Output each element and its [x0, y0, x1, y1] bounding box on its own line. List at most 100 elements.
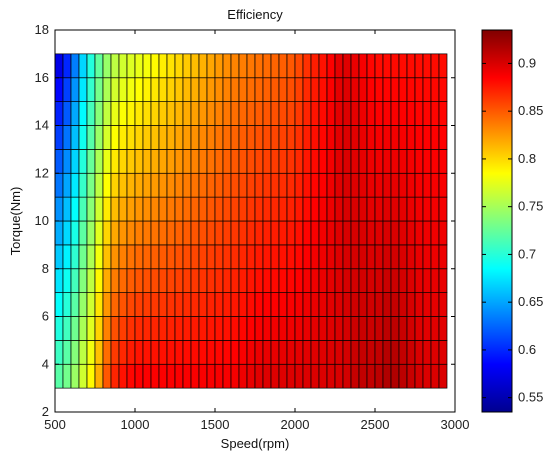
heatmap-cell: [126, 363, 136, 389]
heatmap-cell: [206, 101, 216, 126]
heatmap-cell: [310, 363, 320, 389]
heatmap-cell: [166, 101, 176, 126]
heatmap-cell: [102, 125, 112, 150]
heatmap-cell: [118, 340, 128, 365]
heatmap-cell: [102, 363, 112, 389]
heatmap-cell: [294, 125, 304, 150]
heatmap-cell: [286, 268, 296, 293]
heatmap-cell: [318, 125, 328, 150]
heatmap-cell: [110, 268, 120, 293]
heatmap-cell: [70, 244, 80, 270]
heatmap-cell: [430, 363, 440, 389]
heatmap-cell: [174, 363, 184, 389]
heatmap-cell: [78, 292, 88, 317]
heatmap-cell: [110, 316, 120, 341]
heatmap-cell: [430, 53, 440, 79]
heatmap-cell: [374, 53, 384, 79]
heatmap-cell: [374, 244, 384, 270]
heatmap-cell: [350, 268, 360, 293]
heatmap-cells: [54, 53, 448, 389]
heatmap-cell: [70, 77, 80, 102]
heatmap-cell: [302, 149, 312, 174]
colorbar-tick-label: 0.7: [518, 246, 536, 261]
heatmap-cell: [222, 149, 232, 174]
heatmap-cell: [390, 196, 400, 222]
heatmap-cell: [158, 268, 168, 293]
heatmap-cell: [134, 125, 144, 150]
heatmap-cell: [142, 125, 152, 150]
heatmap-cell: [398, 77, 408, 102]
heatmap-cell: [390, 244, 400, 270]
heatmap-cell: [142, 220, 152, 246]
heatmap-cell: [54, 220, 64, 246]
heatmap-cell: [350, 316, 360, 341]
heatmap-cell: [254, 220, 264, 246]
heatmap-cell: [222, 268, 232, 293]
heatmap-cell: [54, 268, 64, 293]
heatmap-cell: [278, 220, 288, 246]
heatmap-cell: [406, 244, 416, 270]
heatmap-cell: [358, 244, 368, 270]
heatmap-cell: [430, 340, 440, 365]
heatmap-cell: [430, 244, 440, 270]
heatmap-cell: [246, 292, 256, 317]
heatmap-cell: [158, 244, 168, 270]
heatmap-cell: [374, 125, 384, 150]
heatmap-cell: [326, 101, 336, 126]
heatmap-cell: [70, 292, 80, 317]
colorbar: [481, 29, 513, 413]
heatmap-cell: [214, 77, 224, 102]
heatmap-cell: [182, 172, 192, 198]
heatmap-cell: [150, 316, 160, 341]
heatmap-cell: [382, 316, 392, 341]
heatmap-cell: [214, 149, 224, 174]
heatmap-cell: [390, 125, 400, 150]
heatmap-cell: [262, 196, 272, 222]
heatmap-cell: [150, 77, 160, 102]
heatmap-cell: [174, 77, 184, 102]
heatmap-cell: [350, 125, 360, 150]
heatmap-cell: [366, 292, 376, 317]
heatmap-cell: [318, 77, 328, 102]
colorbar-tick-label: 0.6: [518, 342, 536, 357]
heatmap-cell: [406, 268, 416, 293]
heatmap-cell: [214, 125, 224, 150]
heatmap-cell: [110, 101, 120, 126]
heatmap-cell: [358, 316, 368, 341]
heatmap-cell: [278, 172, 288, 198]
heatmap-cell: [94, 316, 104, 341]
heatmap-cell: [318, 172, 328, 198]
heatmap-cell: [110, 149, 120, 174]
heatmap-cell: [230, 196, 240, 222]
heatmap-cell: [374, 149, 384, 174]
heatmap-cell: [358, 268, 368, 293]
heatmap-cell: [62, 77, 72, 102]
heatmap-cell: [278, 268, 288, 293]
heatmap-cell: [318, 220, 328, 246]
heatmap-cell: [374, 316, 384, 341]
heatmap-cell: [246, 125, 256, 150]
heatmap-cell: [110, 77, 120, 102]
heatmap-cell: [94, 340, 104, 365]
colorbar-tick-label: 0.65: [518, 294, 543, 309]
heatmap-cell: [286, 149, 296, 174]
heatmap-cell: [278, 196, 288, 222]
heatmap-cell: [414, 172, 424, 198]
heatmap-cell: [94, 268, 104, 293]
heatmap-cell: [198, 340, 208, 365]
heatmap-cell: [198, 268, 208, 293]
heatmap-cell: [358, 77, 368, 102]
heatmap-cell: [262, 363, 272, 389]
heatmap-cell: [70, 125, 80, 150]
heatmap-cell: [190, 340, 200, 365]
heatmap-cell: [342, 220, 352, 246]
heatmap-cell: [166, 292, 176, 317]
heatmap-cell: [238, 77, 248, 102]
heatmap-cell: [430, 101, 440, 126]
heatmap-cell: [54, 172, 64, 198]
heatmap-cell: [214, 316, 224, 341]
heatmap-cell: [150, 268, 160, 293]
heatmap-cell: [198, 316, 208, 341]
heatmap-cell: [262, 172, 272, 198]
